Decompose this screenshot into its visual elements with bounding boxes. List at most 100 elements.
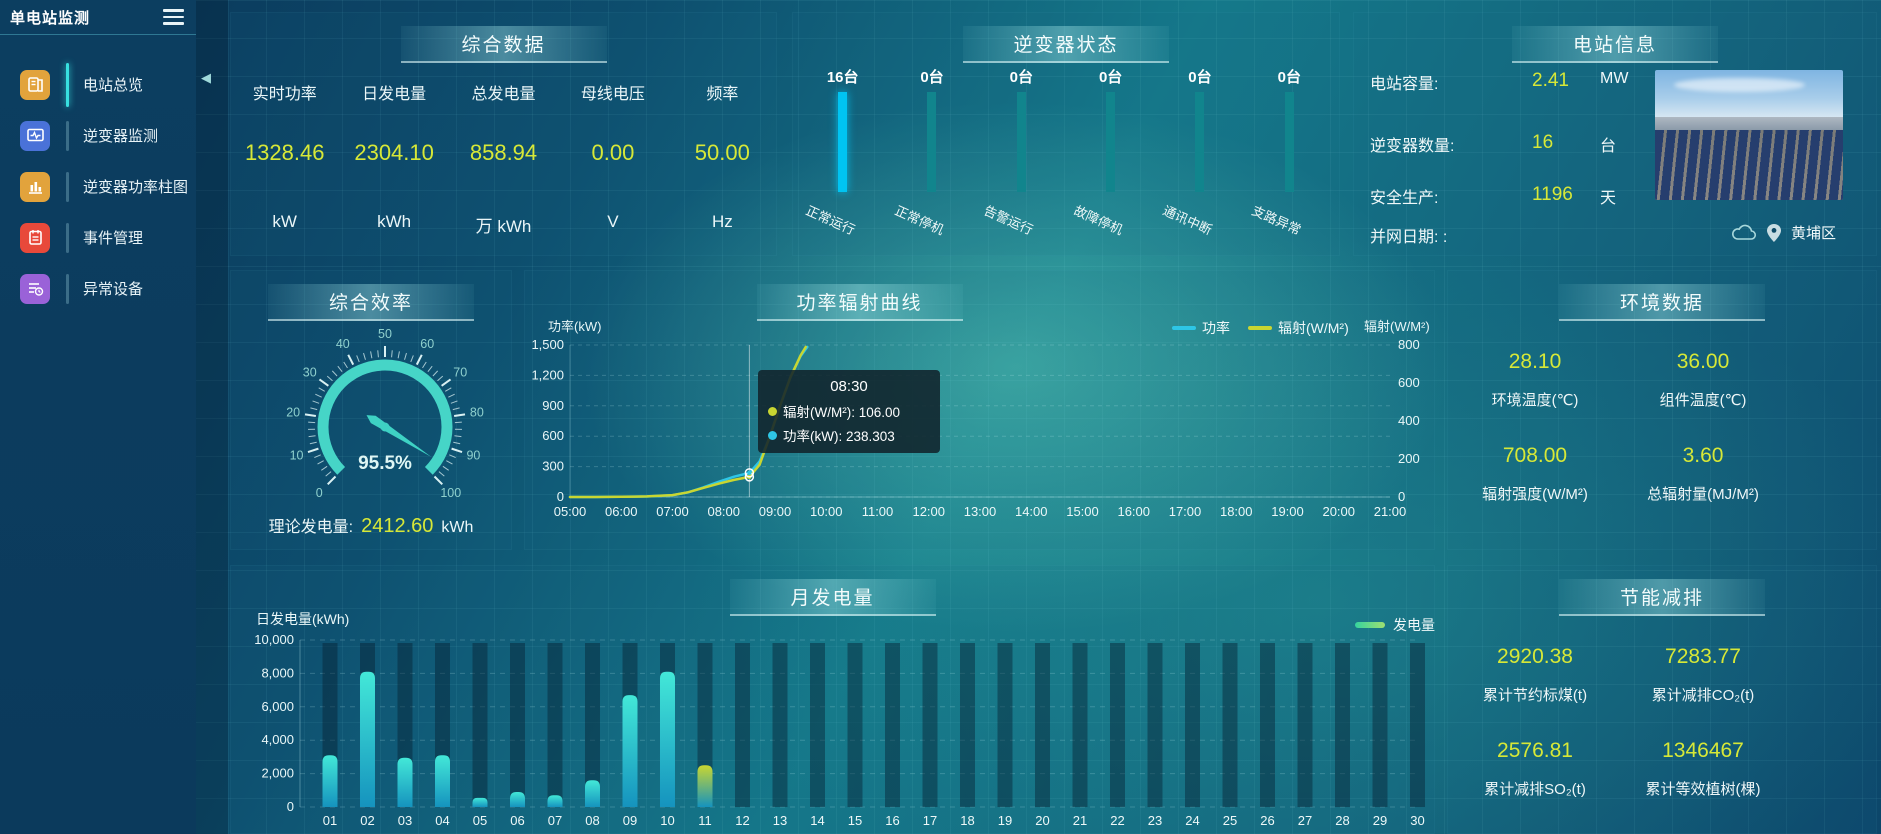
svg-text:06:00: 06:00 [605,504,638,519]
menu-divider [66,62,69,107]
svg-text:17: 17 [923,813,937,828]
panel-summary-title: 综合数据 [400,26,607,63]
svg-text:18:00: 18:00 [1220,504,1253,519]
sidebar-item-inverter-power-bars[interactable]: 逆变器功率柱图 [0,161,196,212]
svg-text:8,000: 8,000 [261,665,294,680]
panel-efficiency: 综合效率 0 10 20 30 40 50 60 70 80 90 100 95.5% 理论发电量:… [230,270,512,550]
svg-text:06: 06 [510,813,524,828]
collapse-arrow-icon[interactable]: ◀ [201,70,211,85]
notebook-icon [20,222,50,253]
metric-unit: kWh [377,212,412,231]
svg-text:14:00: 14:00 [1015,504,1048,519]
saving-label: 累计减排CO₂(t) [1651,687,1755,704]
panel-inverter-status-title: 逆变器状态 [963,26,1169,63]
svg-text:20:00: 20:00 [1322,504,1355,519]
app-title: 单电站监测 [10,9,91,27]
svg-text:900: 900 [542,398,564,413]
sidebar-item-label: 异常设备 [83,281,144,298]
metric-label: 日发电量 [362,86,427,103]
station-location[interactable]: 黄埔区 [1731,222,1836,243]
svg-text:08: 08 [585,813,599,828]
station-row-unit: 台 [1600,138,1617,155]
station-info-row: 电站容量: 2.41 MW [1353,70,1653,94]
svg-text:80: 80 [470,405,484,419]
inverter-state-label: 告警运行 [981,202,1036,238]
sidebar-item-event-management[interactable]: 事件管理 [0,212,196,263]
legend-label: 功率 [1202,320,1230,336]
station-row-value: 1196 [1532,184,1573,205]
metric-label: 总发电量 [471,86,536,103]
svg-text:25: 25 [1223,813,1237,828]
inverter-count: 0台 [1098,69,1123,86]
svg-text:2,000: 2,000 [261,766,294,781]
menu-toggle-icon[interactable] [161,5,186,29]
legend-item[interactable]: 辐射(W/M²) [1248,318,1349,338]
svg-text:800: 800 [1398,340,1420,352]
svg-text:70: 70 [453,365,467,379]
inverter-state-label: 正常停机 [892,202,947,238]
menu-divider [66,120,69,151]
panel-energy-saving: 节能减排 2920.38 累计节约标煤(t) 7283.77 累计减排CO₂(t) 25… [1447,565,1877,834]
environment-label: 组件温度(℃) [1659,392,1747,409]
svg-text:90: 90 [466,449,480,463]
svg-text:13:00: 13:00 [964,504,997,519]
panel-power-curve: 功率辐射曲线 功率(kW) 功率 辐射(W/M²) 辐射(W/M²) 1,500 1… [524,270,1435,550]
panel-environment-title: 环境数据 [1559,284,1765,321]
saving-label: 累计节约标煤(t) [1482,687,1588,704]
svg-text:05:00: 05:00 [554,504,587,519]
station-row-unit: MW [1600,70,1629,87]
svg-text:12:00: 12:00 [912,504,945,519]
svg-text:12: 12 [735,813,749,828]
environment-value: 3.60 [1682,444,1724,467]
efficiency-gauge-chart[interactable]: 0 10 20 30 40 50 60 70 80 90 100 [230,325,512,525]
monitor-icon [20,120,50,151]
tooltip-text: 辐射(W/M²): 106.00 [783,405,901,420]
metric-label: 实时功率 [252,86,317,103]
legend-item[interactable]: 功率 [1172,318,1230,338]
sidebar-item-inverter-monitor[interactable]: 逆变器监测 [0,110,196,161]
environment-cell: 3.60 总辐射量(MJ/M²) [1617,444,1789,504]
saving-value: 7283.77 [1665,645,1741,668]
svg-text:21:00: 21:00 [1374,504,1407,519]
svg-text:6,000: 6,000 [261,699,294,714]
svg-text:22: 22 [1110,813,1124,828]
metric-value: 0.00 [591,140,635,165]
saving-value: 1346467 [1662,739,1744,762]
chart-tooltip: 08:30 辐射(W/M²): 106.00 功率(kW): 238.303 [758,370,940,453]
sidebar-menu: 电站总览 逆变器监测 逆变器功率柱图 事件管理异常设备 [0,35,196,314]
inverter-count: 0台 [920,69,944,86]
svg-text:03: 03 [398,813,412,828]
inverter-bar [1016,92,1026,192]
svg-text:07: 07 [548,813,562,828]
svg-text:10,000: 10,000 [254,632,294,647]
monthly-bar-chart[interactable]: 0 2,000 4,000 6,000 8,000 10,000 01 02 03 04 05 06 0… [230,605,1435,834]
inverter-status-column: 16台 正常运行 [798,12,887,256]
tooltip-series-dot [768,406,777,416]
book-icon [20,69,50,100]
inverter-status-bars: 16台 正常运行 0台 正常停机 0台 告警运行 0台 故障停机 0台 通讯中断 0台 支路异常 [792,12,1340,256]
svg-text:28: 28 [1335,813,1349,828]
svg-text:10: 10 [290,449,304,463]
inverter-count: 16台 [826,69,859,86]
station-info-row: 逆变器数量: 16 台 [1353,132,1653,156]
sidebar-item-station-overview[interactable]: 电站总览 [0,59,196,110]
svg-text:400: 400 [1398,413,1420,428]
metric-value: 1328.46 [244,140,325,165]
menu-divider [66,222,69,253]
monthly-legend[interactable]: 发电量 [1355,615,1435,635]
inverter-status-column: 0台 告警运行 [977,12,1066,256]
theoretical-generation: 理论发电量: 2412.60 kWh [268,515,474,537]
saving-value: 2920.38 [1497,645,1573,668]
panel-inverter-status: 逆变器状态 16台 正常运行 0台 正常停机 0台 告警运行 0台 故障停机 0台 通讯中断 0台支… [792,12,1340,256]
inverter-status-column: 0台正常停机 [887,12,976,256]
sidebar-item-abnormal-devices[interactable]: 异常设备 [0,263,196,314]
panel-environment: 环境数据 28.10 环境温度(℃) 36.00 组件温度(℃) 708.00 辐射强度(… [1447,270,1877,550]
svg-text:0: 0 [1398,489,1405,504]
left-axis-title: 功率(kW) [548,319,602,334]
svg-text:10:00: 10:00 [810,504,843,519]
svg-text:14: 14 [810,813,824,828]
tooltip-row: 功率(kW): 238.303 [768,425,930,445]
svg-text:18: 18 [960,813,974,828]
